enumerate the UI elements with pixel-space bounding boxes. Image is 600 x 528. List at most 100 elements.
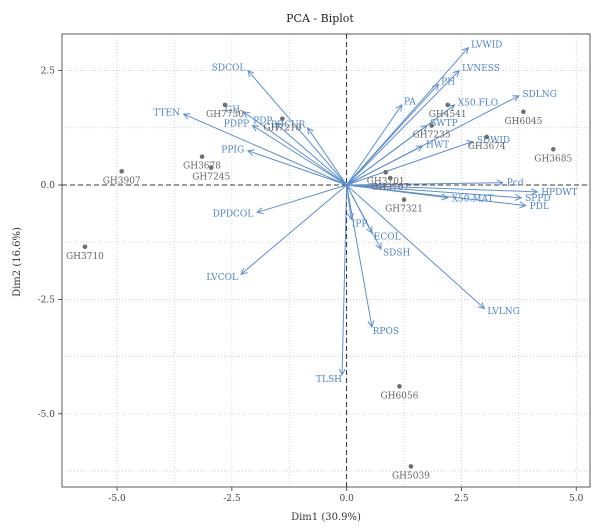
- variable-label: LVLNG: [487, 307, 519, 317]
- variable-arrow: [275, 122, 347, 186]
- variable-label: PPIG: [221, 145, 244, 155]
- individual-label: GH3678: [183, 162, 221, 172]
- variable-arrow-head: [338, 368, 346, 377]
- y-tick-label: 2.5: [41, 67, 56, 77]
- variable-arrow-head: [415, 145, 424, 152]
- variable-arrow: [346, 184, 522, 199]
- variable-label: X50.MAT: [452, 194, 494, 204]
- individual-label: GH7321: [385, 205, 423, 215]
- variable-arrow: [346, 184, 485, 309]
- variable-arrow-head: [432, 83, 440, 91]
- variable-label: PDPP: [224, 119, 249, 129]
- x-axis-title: Dim1 (30.9%): [291, 512, 361, 523]
- variable-label: PH: [441, 77, 455, 87]
- variable-label: SDSH: [383, 249, 411, 259]
- variable-label: IPP: [352, 219, 368, 229]
- variable-arrow-head: [375, 242, 382, 251]
- individual-label: GH3707: [371, 183, 409, 193]
- individual-point: [199, 154, 205, 159]
- variable-label: HWT: [426, 140, 449, 150]
- variable-arrow-head: [240, 267, 248, 275]
- x-tick-label: -2.5: [223, 494, 241, 504]
- individual-point: [445, 102, 450, 108]
- variable-label: TLSH: [316, 375, 342, 385]
- variable-arrow: [247, 70, 348, 186]
- y-tick-label: -5.0: [38, 410, 56, 420]
- variable-arrow-head: [347, 212, 354, 221]
- variable-arrow-head: [452, 69, 460, 78]
- variable-label: PDL: [530, 202, 549, 212]
- chart-title: PCA - Biplot: [286, 12, 354, 25]
- individual-label: GH3701: [367, 177, 405, 187]
- individual-label: GH7235: [413, 131, 451, 141]
- individual-point: [82, 244, 88, 250]
- variable-arrow: [252, 125, 347, 186]
- variable-label: LVCOL: [206, 273, 238, 283]
- individual-point: [208, 165, 214, 170]
- variable-arrow: [346, 184, 448, 199]
- individual-label: GH6056: [380, 391, 418, 401]
- variable-arrow-head: [519, 201, 527, 209]
- x-tick-label: 5.0: [569, 494, 584, 504]
- individual-point: [383, 169, 388, 175]
- variable-arrow-head: [530, 188, 539, 196]
- individual-point: [387, 175, 393, 181]
- individual-point: [521, 109, 526, 115]
- variable-label: PDP: [253, 117, 272, 127]
- variable-arrow: [341, 184, 348, 375]
- variable-arrow: [346, 70, 460, 186]
- y-tick-label: -2.5: [38, 295, 56, 305]
- variable-arrow-head: [246, 149, 255, 156]
- variable-arrow-head: [307, 126, 314, 135]
- variable-arrow: [346, 184, 373, 327]
- individual-label: GH6045: [504, 117, 542, 127]
- x-tick-label: 0.0: [339, 494, 354, 504]
- individual-point: [119, 168, 124, 174]
- individual-label: GH3674: [468, 142, 506, 152]
- individual-label: GH4541: [429, 110, 467, 120]
- individual-label: GH7245: [192, 173, 230, 183]
- variable-arrow-head: [367, 320, 375, 328]
- variable-arrow-head: [366, 226, 373, 235]
- variable-arrow-head: [447, 104, 456, 112]
- variable-label: Pcd: [507, 179, 524, 189]
- y-tick-label: 0.0: [41, 181, 56, 191]
- individual-label: GH5039: [392, 471, 430, 481]
- variable-arrow-head: [461, 46, 470, 55]
- individual-point: [484, 134, 489, 140]
- individual-label: GH3907: [103, 176, 141, 186]
- individual-label: GH7218: [263, 124, 301, 134]
- variable-arrows: LVWID LVNESS PH PA X50.FLO SDLNG SWTP HWT SDWID P…: [153, 41, 577, 385]
- variable-label: SDLNG: [522, 90, 556, 100]
- variable-arrow-head: [242, 111, 251, 118]
- individual-point: [397, 384, 402, 389]
- variable-label: SDWID: [477, 136, 510, 146]
- variable-arrow: [307, 127, 348, 186]
- variable-label: LVWID: [471, 41, 502, 51]
- variable-label: GH: [225, 105, 240, 115]
- variable-arrow: [346, 141, 474, 186]
- variable-label: PA: [404, 98, 416, 108]
- variable-arrow: [346, 182, 503, 186]
- x-tick-label: 2.5: [454, 494, 469, 504]
- variable-label: HPDWT: [541, 188, 577, 198]
- individual-point: [280, 116, 285, 121]
- variable-label: LVNESS: [462, 64, 500, 74]
- variable-label: SPPD: [525, 194, 551, 204]
- individual-label: GH3710: [66, 252, 104, 262]
- individual-label: GH7730: [206, 110, 244, 120]
- variable-arrow: [240, 184, 347, 275]
- variable-arrow-head: [466, 140, 474, 147]
- reference-lines: [62, 34, 590, 487]
- variable-arrow-head: [395, 104, 403, 112]
- individual-point: [408, 464, 414, 469]
- variable-arrow-head: [496, 179, 504, 187]
- x-tick-label: -5.0: [108, 494, 126, 504]
- variable-arrow: [346, 104, 403, 186]
- axis-ticks: -5.0 -2.5 0.0 2.5 5.0 2.5 0.0 -2.5 -5.0: [38, 67, 584, 504]
- variable-arrow: [243, 111, 347, 186]
- variable-arrow-head: [251, 124, 260, 132]
- variable-arrow-head: [256, 207, 264, 215]
